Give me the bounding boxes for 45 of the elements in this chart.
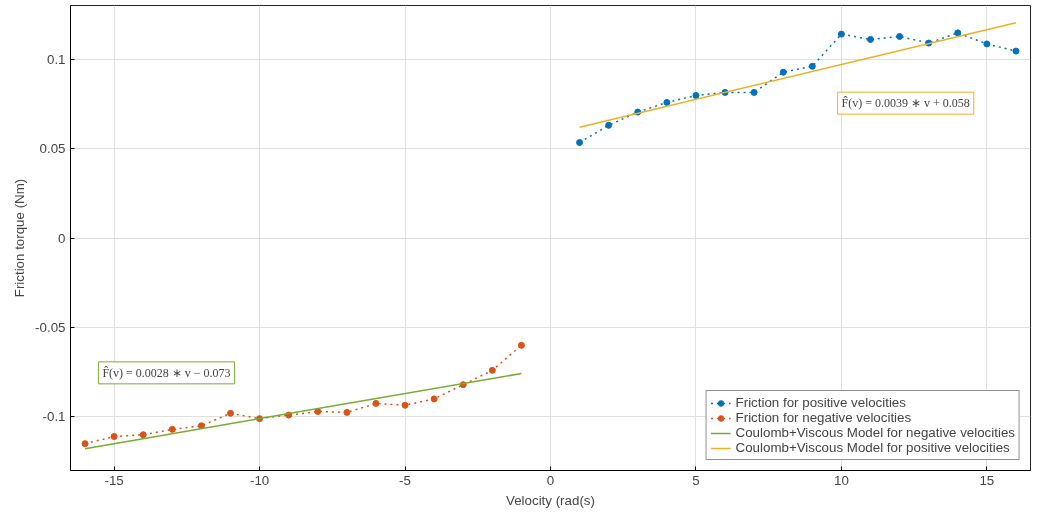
x-tick-label: -15 [104,472,124,488]
point [168,425,176,433]
point [837,30,845,38]
legend-label: Friction for positive velocities [735,395,906,410]
y-tick-label: 0.1 [46,51,66,67]
point [750,88,758,96]
point [896,32,904,40]
point [110,433,118,441]
point [81,440,89,448]
point [517,341,525,349]
x-tick-label: -10 [249,472,270,488]
legend-label: Coulomb+Viscous Model for negative velocities [735,425,1015,440]
y-axis-title: Friction torque (Nm) [12,178,28,298]
point [430,395,438,403]
point [139,431,147,439]
x-tick-label: 5 [692,472,700,488]
legend-label: Friction for negative velocities [735,410,912,425]
point [808,62,816,70]
point [372,399,380,407]
point [401,401,409,409]
x-tick-label: -5 [399,472,411,488]
y-tick-label: -0.1 [42,409,66,425]
point [197,422,205,430]
point [663,98,671,106]
annotation: F̂(v) = 0.0028 ∗ v − 0.073 [102,365,231,380]
point [576,139,584,146]
x-tick-label: 0 [546,472,555,488]
x-tick-label: 10 [834,472,849,488]
point [692,91,700,99]
point [227,409,234,417]
y-tick-label: -0.05 [35,319,66,335]
point [1012,47,1020,55]
x-tick-label: 15 [979,472,995,488]
legend-label: Coulomb+Viscous Model for positive velocities [735,440,1010,455]
point [488,366,496,374]
y-tick-label: 0 [58,230,66,246]
point [983,40,991,48]
point [605,121,613,129]
point [779,68,787,76]
annotation: F̂(v) = 0.0039 ∗ v + 0.058 [841,95,970,111]
y-tick-label: 0.05 [39,141,66,157]
point [954,29,962,37]
point [343,408,351,416]
x-axis-title: Velocity (rad(s) [506,492,595,508]
point [867,35,874,43]
